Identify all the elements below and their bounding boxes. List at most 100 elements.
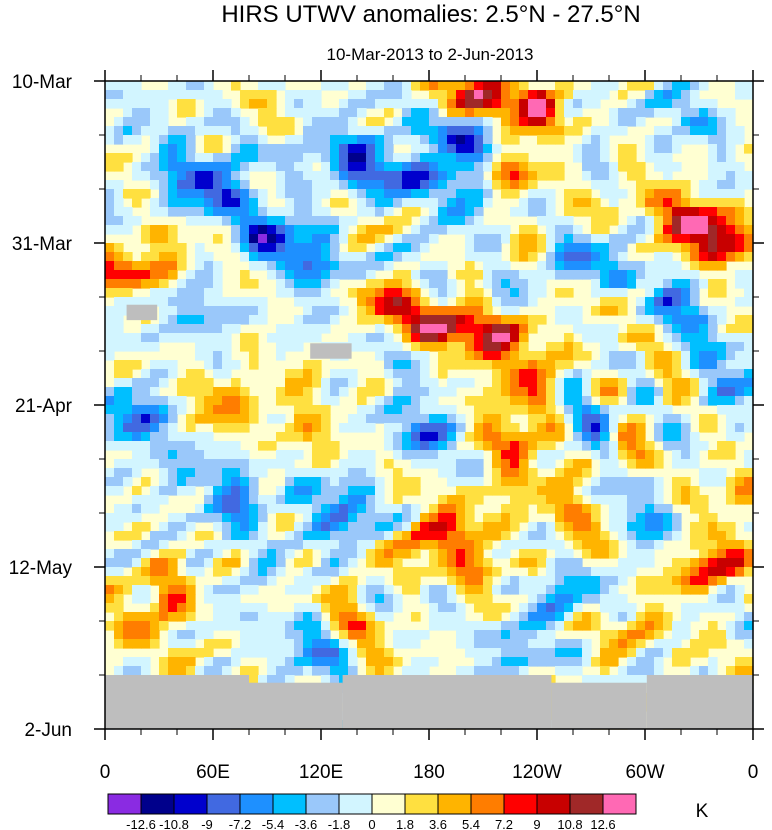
anomaly-cell (141, 270, 151, 280)
anomaly-cell (330, 603, 340, 613)
anomaly-cell (699, 441, 709, 451)
anomaly-cell (393, 171, 403, 181)
anomaly-cell (195, 171, 205, 181)
anomaly-cell (465, 432, 475, 442)
anomaly-cell (456, 90, 466, 100)
anomaly-cell (222, 495, 232, 505)
anomaly-cell (393, 603, 403, 613)
anomaly-cell (348, 378, 358, 388)
anomaly-cell (348, 513, 358, 523)
anomaly-cell (708, 387, 718, 397)
anomaly-cell (150, 333, 160, 343)
anomaly-cell (150, 630, 160, 640)
anomaly-cell (474, 549, 484, 559)
anomaly-cell (501, 135, 511, 145)
anomaly-cell (726, 108, 736, 118)
anomaly-cell (744, 81, 754, 91)
anomaly-cell (456, 666, 466, 676)
anomaly-cell (285, 279, 295, 289)
anomaly-cell (438, 153, 448, 163)
anomaly-cell (132, 117, 142, 127)
anomaly-cell (150, 639, 160, 649)
anomaly-cell (582, 576, 592, 586)
anomaly-cell (222, 540, 232, 550)
anomaly-cell (456, 171, 466, 181)
anomaly-cell (159, 360, 169, 370)
anomaly-cell (159, 432, 169, 442)
anomaly-cell (240, 135, 250, 145)
anomaly-cell (735, 432, 745, 442)
anomaly-cell (510, 243, 520, 253)
anomaly-cell (411, 450, 421, 460)
anomaly-cell (141, 657, 151, 667)
anomaly-cell (744, 342, 754, 352)
anomaly-cell (447, 531, 457, 541)
anomaly-cell (321, 423, 331, 433)
anomaly-cell (114, 207, 124, 217)
anomaly-cell (240, 423, 250, 433)
anomaly-cell (375, 261, 385, 271)
anomaly-cell (546, 558, 556, 568)
anomaly-cell (519, 288, 529, 298)
anomaly-cell (339, 270, 349, 280)
anomaly-cell (375, 144, 385, 154)
anomaly-cell (213, 540, 223, 550)
anomaly-cell (429, 612, 439, 622)
anomaly-cell (618, 423, 628, 433)
anomaly-cell (573, 657, 583, 667)
anomaly-cell (465, 495, 475, 505)
anomaly-cell (132, 270, 142, 280)
anomaly-cell (744, 369, 754, 379)
anomaly-cell (330, 297, 340, 307)
anomaly-cell (402, 306, 412, 316)
anomaly-cell (123, 126, 133, 136)
anomaly-cell (357, 594, 367, 604)
anomaly-cell (645, 396, 655, 406)
anomaly-cell (456, 531, 466, 541)
anomaly-cell (231, 648, 241, 658)
anomaly-cell (114, 270, 124, 280)
anomaly-cell (681, 108, 691, 118)
anomaly-cell (294, 603, 304, 613)
chart-title: HIRS UTWV anomalies: 2.5°N - 27.5°N (221, 1, 640, 28)
anomaly-cell (195, 558, 205, 568)
anomaly-cell (420, 153, 430, 163)
anomaly-cell (510, 495, 520, 505)
anomaly-cell (150, 405, 160, 415)
anomaly-cell (582, 189, 592, 199)
anomaly-cell (735, 549, 745, 559)
anomaly-cell (294, 162, 304, 172)
anomaly-cell (573, 459, 583, 469)
anomaly-cell (213, 504, 223, 514)
anomaly-cell (105, 252, 115, 262)
anomaly-cell (132, 594, 142, 604)
anomaly-cell (627, 432, 637, 442)
anomaly-cell (240, 225, 250, 235)
anomaly-cell (231, 414, 241, 424)
anomaly-cell (537, 279, 547, 289)
anomaly-cell (258, 162, 268, 172)
anomaly-cell (708, 639, 718, 649)
anomaly-cell (411, 162, 421, 172)
anomaly-cell (249, 639, 259, 649)
anomaly-cell (222, 216, 232, 226)
anomaly-cell (654, 396, 664, 406)
anomaly-cell (429, 450, 439, 460)
anomaly-cell (618, 279, 628, 289)
anomaly-cell (231, 396, 241, 406)
anomaly-cell (681, 306, 691, 316)
anomaly-cell (528, 243, 538, 253)
anomaly-cell (177, 315, 187, 325)
anomaly-cell (150, 387, 160, 397)
anomaly-cell (204, 378, 214, 388)
anomaly-cell (303, 396, 313, 406)
anomaly-cell (735, 243, 745, 253)
anomaly-cell (285, 234, 295, 244)
anomaly-cell (204, 648, 214, 658)
anomaly-cell (285, 333, 295, 343)
anomaly-cell (681, 189, 691, 199)
anomaly-cell (402, 513, 412, 523)
anomaly-cell (159, 522, 169, 532)
anomaly-cell (186, 612, 196, 622)
anomaly-cell (564, 378, 574, 388)
